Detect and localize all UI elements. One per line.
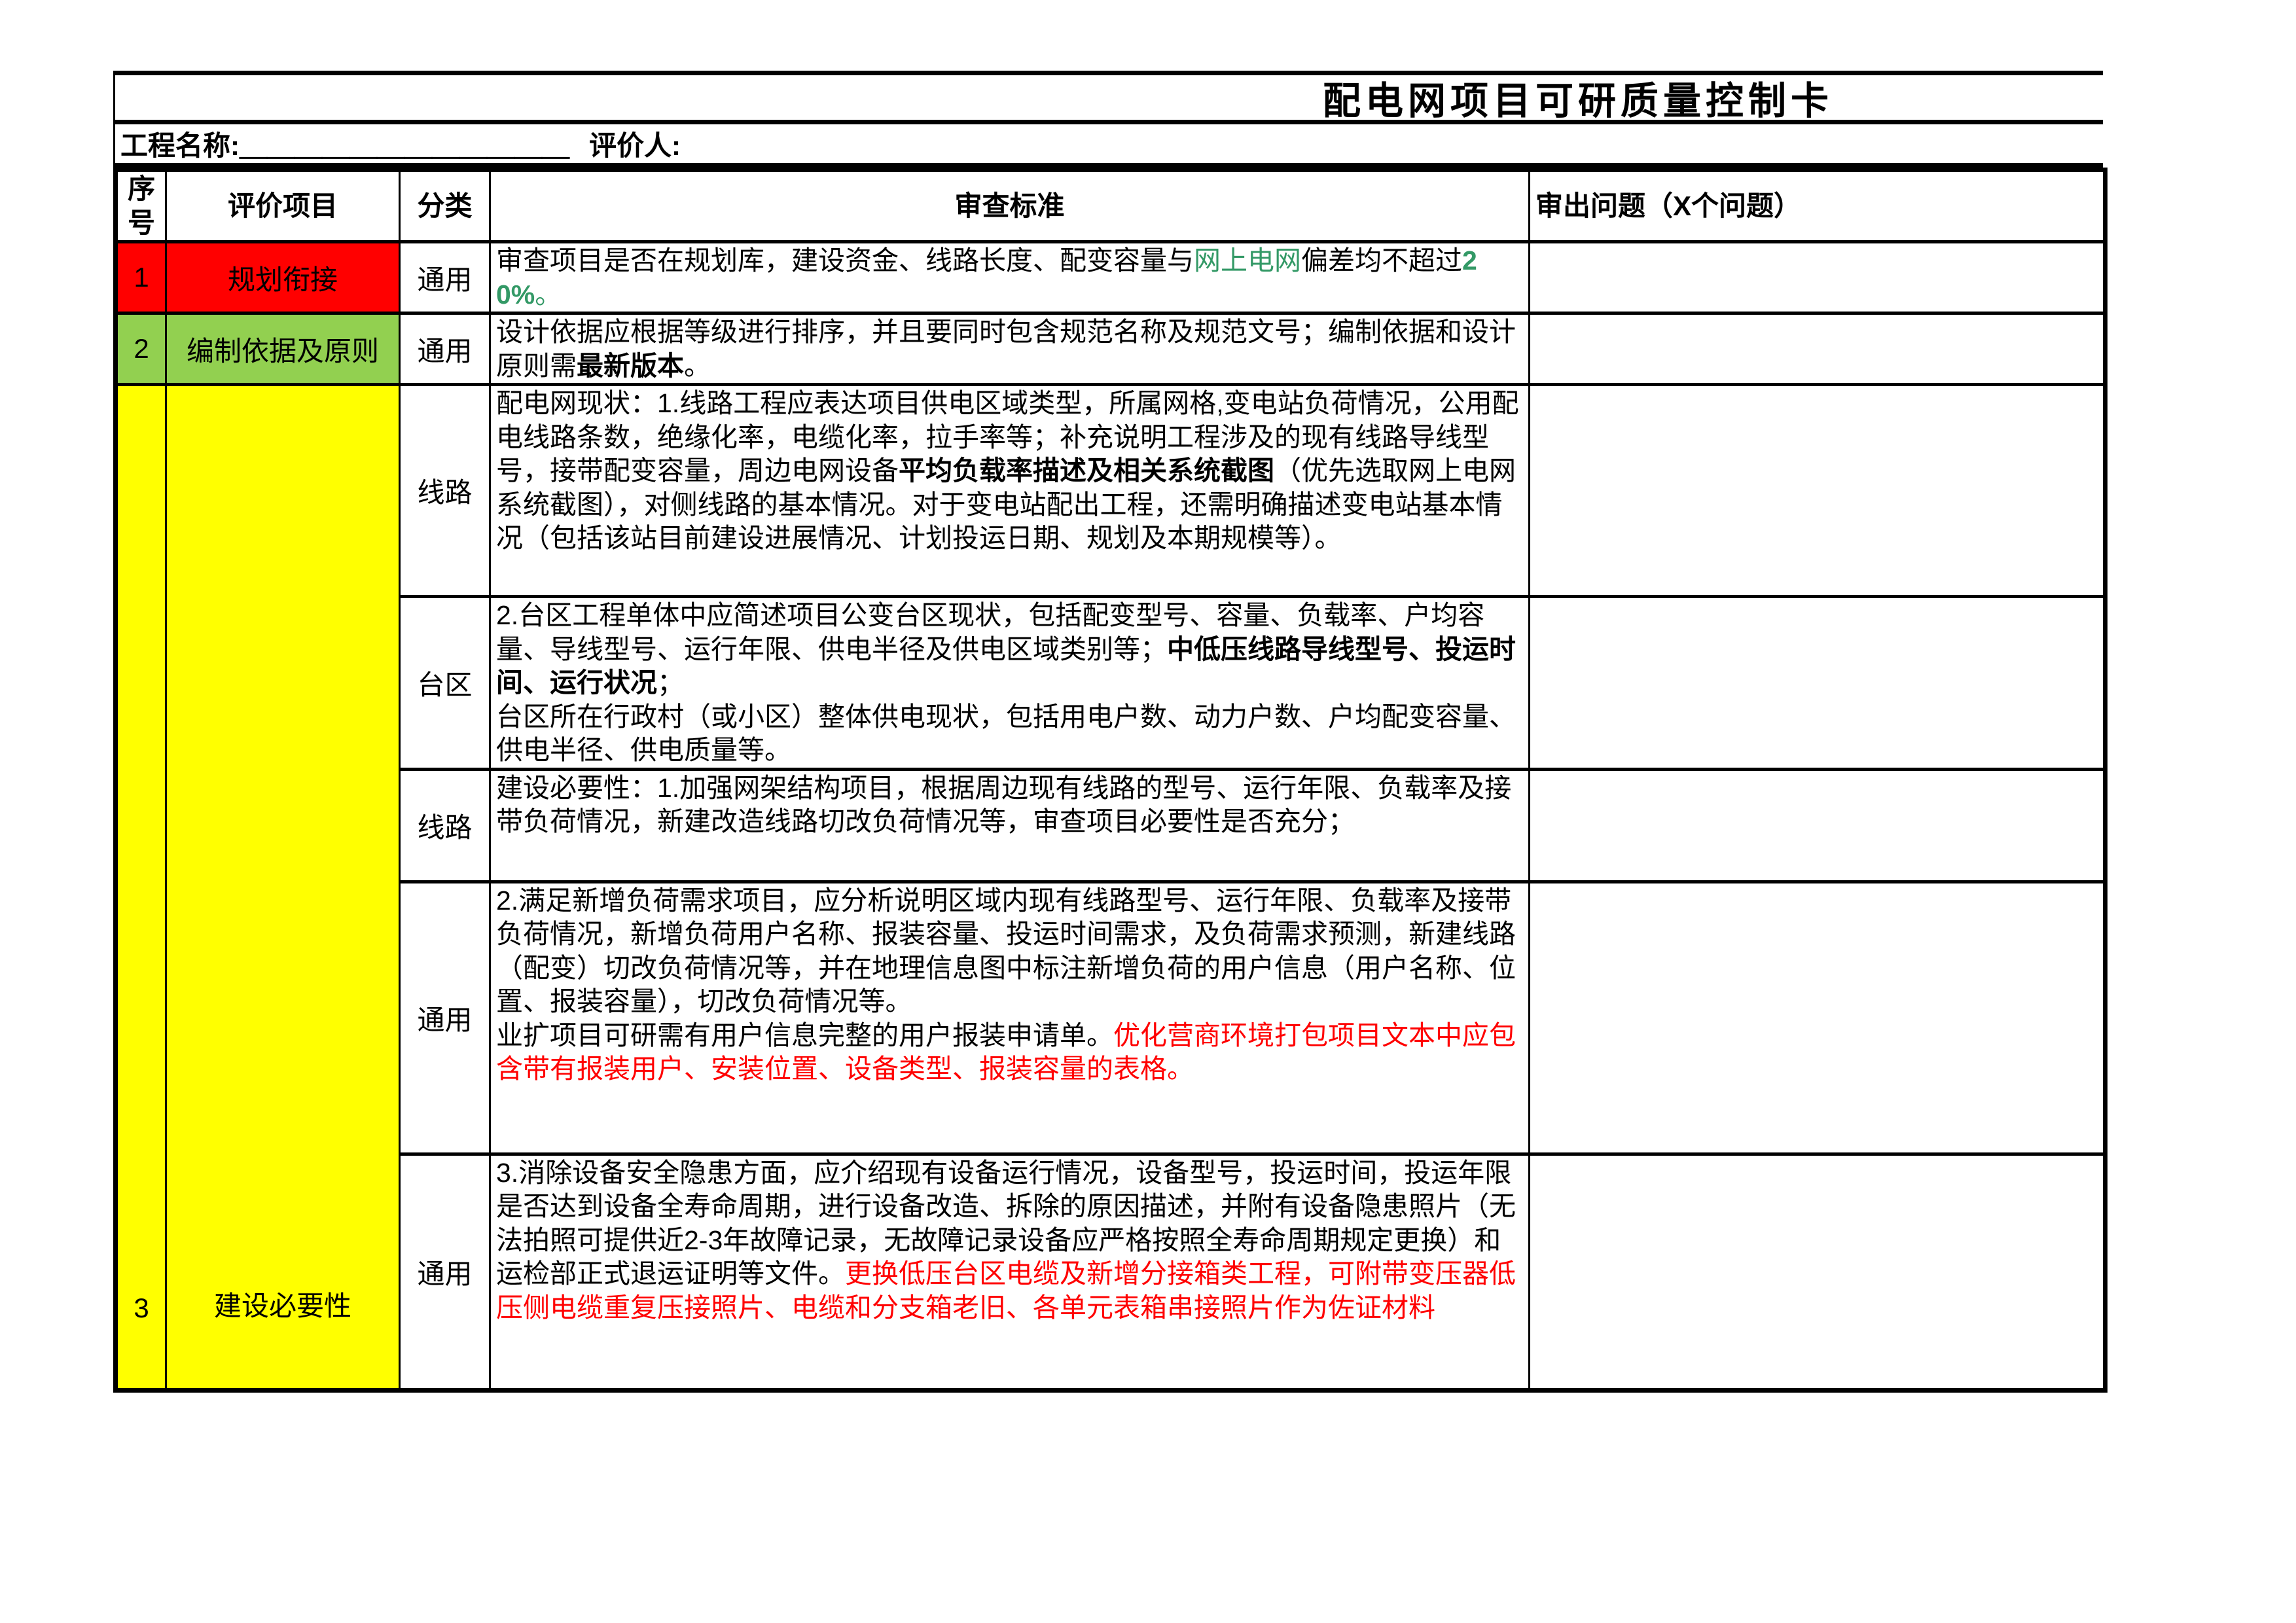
- col-header-standard: 审查标准: [489, 168, 1530, 243]
- standard-cell: 3.消除设备安全隐患方面，应介绍现有设备运行情况，设备型号，投运时间，投运年限是…: [489, 1152, 1530, 1392]
- seq-cell: 3: [115, 383, 167, 1392]
- category-cell: 通用: [399, 312, 491, 386]
- seq-cell: 1: [115, 240, 167, 315]
- table-row: 3 建设必要性 线路 配电网现状：1.线路工程应表达项目供电区域类型，所属网格,…: [115, 383, 2106, 1392]
- seq-cell: 2: [115, 312, 167, 386]
- col-header-no: 序号: [115, 168, 167, 243]
- standard-cell: 设计依据应根据等级进行排序，并且要同时包含规范名称及规范文号；编制依据和设计原则…: [489, 312, 1530, 386]
- standard-cell: 配电网现状：1.线路工程应表达项目供电区域类型，所属网格,变电站负荷情况，公用配…: [489, 383, 1530, 598]
- category-cell: 通用: [399, 880, 491, 1156]
- standard-cell: 建设必要性：1.加强网架结构项目，根据周边现有线路的型号、运行年限、负载率及接带…: [489, 767, 1530, 883]
- issues-cell[interactable]: [1528, 880, 2106, 1156]
- col-header-issues: 审出问题（X个问题）: [1528, 168, 2106, 243]
- issues-cell[interactable]: [1528, 1152, 2106, 1392]
- evaluator-label: 评价人:: [589, 130, 681, 161]
- standard-cell: 2.台区工程单体中应简述项目公变台区现状，包括配变型号、容量、负载率、户均容量、…: [489, 595, 1530, 771]
- table-row: 1 规划衔接 通用 审查项目是否在规划库，建设资金、线路长度、配变容量与网上电网…: [115, 240, 2106, 315]
- item-cell: 编制依据及原则: [165, 312, 401, 386]
- issues-cell[interactable]: [1528, 312, 2106, 386]
- issues-cell[interactable]: [1528, 240, 2106, 315]
- table-row: 通用 2.满足新增负荷需求项目，应分析说明区域内现有线路型号、运行年限、负载率及…: [116, 880, 2106, 1156]
- review-table: 序号 评价项目 分类 审查标准 审出问题（X个问题） 1 规划衔接 通用 审查项…: [113, 168, 2108, 1393]
- category-cell: 线路: [399, 383, 491, 598]
- issues-cell[interactable]: [1528, 383, 2106, 598]
- project-name-blank[interactable]: ＿＿＿＿＿＿＿＿＿＿＿＿: [240, 130, 570, 161]
- header-row: 序号 评价项目 分类 审查标准 审出问题（X个问题）: [115, 168, 2106, 243]
- item-cell: 规划衔接: [165, 240, 401, 315]
- col-header-category: 分类: [399, 168, 491, 243]
- issues-cell[interactable]: [1528, 595, 2106, 771]
- page-title: 配电网项目可研质量控制卡: [1323, 80, 1834, 122]
- standard-cell: 2.满足新增负荷需求项目，应分析说明区域内现有线路型号、运行年限、负载率及接带负…: [489, 880, 1530, 1156]
- title-row: 配电网项目可研质量控制卡: [113, 71, 2103, 124]
- table-row: 台区 2.台区工程单体中应简述项目公变台区现状，包括配变型号、容量、负载率、户均…: [116, 595, 2106, 771]
- table-row: 线路 建设必要性：1.加强网架结构项目，根据周边现有线路的型号、运行年限、负载率…: [116, 767, 2106, 883]
- table-row: 通用 3.消除设备安全隐患方面，应介绍现有设备运行情况，设备型号，投运时间，投运…: [116, 1152, 2106, 1392]
- issues-cell[interactable]: [1528, 767, 2106, 883]
- item-cell: 建设必要性: [165, 383, 401, 1392]
- category-cell: 台区: [399, 595, 491, 771]
- col-header-item: 评价项目: [165, 168, 401, 243]
- meta-row: 工程名称: ＿＿＿＿＿＿＿＿＿＿＿＿ 评价人:: [113, 124, 2103, 168]
- quality-control-card: 配电网项目可研质量控制卡 工程名称: ＿＿＿＿＿＿＿＿＿＿＿＿ 评价人: 序号 …: [113, 71, 2108, 1393]
- category-cell: 通用: [399, 240, 491, 315]
- table-row: 2 编制依据及原则 通用 设计依据应根据等级进行排序，并且要同时包含规范名称及规…: [115, 312, 2106, 386]
- project-name-label: 工程名称:: [120, 130, 240, 161]
- category-cell: 通用: [399, 1152, 491, 1392]
- category-cell: 线路: [399, 767, 491, 883]
- standard-cell: 审查项目是否在规划库，建设资金、线路长度、配变容量与网上电网偏差均不超过20%。: [489, 240, 1530, 315]
